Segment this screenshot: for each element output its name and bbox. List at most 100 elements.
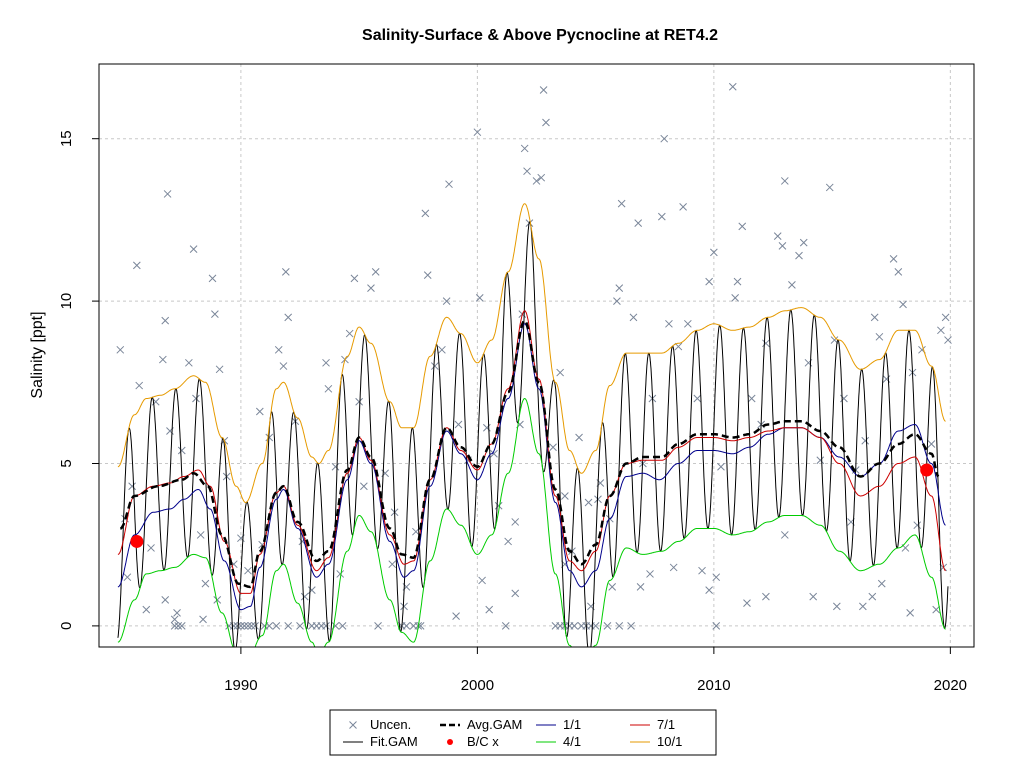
x-tick-label: 2020 bbox=[934, 677, 967, 694]
data-point bbox=[300, 592, 309, 601]
data-point bbox=[445, 180, 453, 189]
fit-gam-line bbox=[117, 221, 949, 647]
data-point bbox=[345, 329, 354, 338]
data-point bbox=[494, 501, 503, 510]
data-point bbox=[473, 128, 482, 137]
data-point bbox=[875, 332, 884, 341]
data-point bbox=[738, 222, 747, 231]
data-point bbox=[233, 622, 242, 630]
data-point bbox=[615, 622, 624, 630]
data-point bbox=[322, 622, 330, 630]
data-point bbox=[660, 134, 669, 143]
data-point bbox=[185, 358, 193, 367]
data-point bbox=[355, 397, 363, 406]
data-point bbox=[371, 268, 380, 276]
data-point bbox=[322, 358, 330, 367]
data-point bbox=[646, 570, 654, 578]
legend-label: 1/1 bbox=[563, 717, 581, 732]
series-lines bbox=[117, 203, 946, 647]
data-point bbox=[858, 602, 867, 611]
data-point bbox=[281, 268, 290, 276]
data-point bbox=[773, 232, 782, 240]
data-point bbox=[211, 310, 219, 318]
data-point bbox=[743, 599, 751, 608]
data-point bbox=[421, 209, 430, 218]
data-point bbox=[795, 251, 803, 260]
data-point bbox=[629, 313, 638, 322]
data-point bbox=[247, 622, 256, 630]
data-point bbox=[430, 362, 439, 370]
data-point bbox=[809, 592, 818, 601]
data-point bbox=[331, 462, 340, 471]
bc-points bbox=[130, 463, 934, 548]
data-point bbox=[636, 583, 645, 591]
data-point bbox=[665, 319, 673, 328]
data-point bbox=[438, 345, 446, 354]
data-point bbox=[350, 274, 359, 283]
data-point bbox=[657, 212, 666, 221]
data-point bbox=[532, 177, 541, 185]
data-point bbox=[679, 203, 687, 211]
legend-label: 7/1 bbox=[657, 717, 675, 732]
axes: 1990 2000 2010 2020 0 5 10 15 bbox=[58, 130, 967, 694]
data-point bbox=[556, 368, 565, 377]
legend-dot bbox=[447, 739, 453, 745]
data-point bbox=[594, 495, 602, 504]
data-point bbox=[251, 622, 259, 630]
data-point bbox=[388, 560, 397, 569]
data-point bbox=[170, 622, 179, 630]
data-point bbox=[161, 316, 170, 325]
data-point bbox=[360, 482, 368, 491]
data-point bbox=[941, 313, 950, 322]
data-point bbox=[116, 345, 125, 354]
bc-point bbox=[130, 534, 144, 548]
data-point bbox=[158, 355, 167, 364]
data-point bbox=[189, 245, 198, 253]
fit-gam-layer bbox=[117, 221, 949, 647]
data-point bbox=[717, 462, 725, 471]
data-point bbox=[520, 144, 529, 153]
data-point bbox=[710, 248, 718, 257]
x-tick-label: 2010 bbox=[697, 677, 730, 694]
data-point bbox=[307, 586, 316, 595]
legend-label: 4/1 bbox=[563, 734, 581, 749]
data-point bbox=[899, 300, 907, 309]
data-point bbox=[272, 622, 281, 630]
plot-frame bbox=[98, 63, 975, 648]
data-point bbox=[861, 436, 870, 445]
y-tick-label: 10 bbox=[58, 293, 75, 310]
data-point bbox=[762, 592, 770, 601]
legend-label: Fit.GAM bbox=[370, 734, 418, 749]
x-tick-label: 2000 bbox=[461, 677, 494, 694]
data-point bbox=[669, 563, 678, 572]
x-tick-label: 1990 bbox=[224, 677, 257, 694]
data-point bbox=[423, 271, 432, 279]
data-point bbox=[123, 573, 132, 582]
data-point bbox=[733, 277, 742, 286]
data-point bbox=[698, 566, 706, 575]
data-point bbox=[229, 622, 238, 630]
data-point bbox=[683, 319, 692, 328]
data-point bbox=[501, 622, 510, 630]
data-point bbox=[274, 345, 283, 354]
data-point bbox=[539, 86, 548, 94]
data-point bbox=[561, 492, 569, 500]
bc-point bbox=[920, 463, 934, 477]
data-point bbox=[634, 219, 643, 228]
y-tick-label: 5 bbox=[58, 459, 75, 467]
data-point bbox=[937, 326, 945, 335]
data-point bbox=[705, 586, 713, 595]
data-point bbox=[215, 365, 224, 374]
series-line-10-1 bbox=[117, 203, 946, 504]
series-line-avg-gam bbox=[120, 319, 940, 589]
data-point bbox=[244, 622, 252, 630]
data-point bbox=[170, 615, 179, 624]
legend-label: Uncen. bbox=[370, 717, 411, 732]
data-point bbox=[591, 622, 600, 630]
data-point bbox=[913, 521, 922, 530]
data-point bbox=[240, 622, 249, 630]
data-point bbox=[161, 596, 170, 604]
uncensored-points bbox=[116, 82, 952, 630]
data-point bbox=[338, 622, 347, 630]
